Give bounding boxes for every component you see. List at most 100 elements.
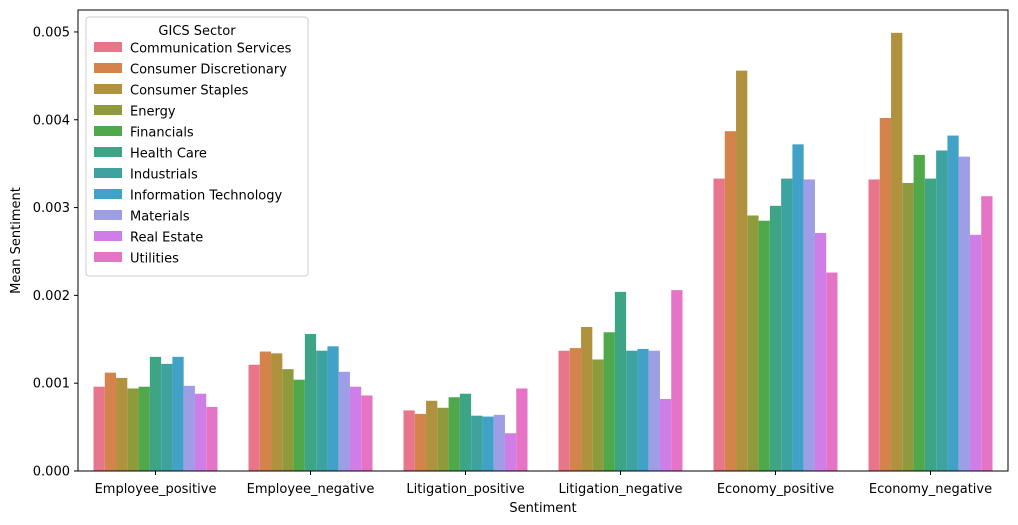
bar	[482, 416, 494, 471]
bar	[437, 407, 449, 471]
y-tick-label: 0.004	[33, 113, 70, 128]
bar	[172, 356, 184, 471]
bar	[426, 400, 438, 471]
bar	[104, 372, 117, 471]
bar	[414, 413, 427, 471]
bar	[958, 156, 970, 471]
bar	[626, 350, 638, 471]
bar	[659, 399, 672, 471]
bar	[504, 433, 517, 471]
legend-label: Consumer Discretionary	[130, 63, 287, 78]
bar	[747, 215, 759, 471]
bar	[713, 178, 725, 471]
bar	[826, 272, 838, 471]
legend-label: Materials	[130, 210, 190, 225]
bar	[769, 205, 782, 471]
plot-frame	[77, 9, 1009, 472]
y-tick-label: 0.005	[33, 25, 70, 40]
bar	[913, 154, 925, 471]
bar	[93, 386, 105, 471]
bar	[803, 179, 815, 471]
bar	[206, 406, 218, 471]
bar	[304, 334, 317, 471]
y-tick-label: 0.003	[33, 201, 70, 216]
x-axis-label: Sentiment	[509, 501, 576, 516]
axes-layer: 0.000 0.001 0.002 0.003 0.004 0.005 Employee_p…	[33, 9, 1009, 497]
legend-swatch	[94, 147, 122, 157]
bar	[516, 388, 528, 471]
bar	[183, 385, 195, 471]
bar	[459, 393, 472, 471]
bar	[648, 350, 660, 471]
bar	[194, 393, 207, 471]
bar	[603, 332, 615, 471]
bar	[149, 356, 162, 471]
bar	[271, 353, 283, 471]
x-tick-label: Economy_negative	[869, 482, 992, 497]
bar	[259, 351, 272, 471]
bar	[361, 395, 373, 471]
bar	[127, 388, 139, 471]
bar	[116, 377, 128, 471]
legend-swatch	[94, 63, 122, 73]
bar	[316, 350, 328, 471]
legend-swatch	[94, 252, 122, 262]
legend-label: Industrials	[130, 168, 198, 183]
legend-frame	[85, 16, 309, 277]
legend-label: Utilities	[130, 252, 179, 267]
bar	[947, 135, 959, 471]
bar	[161, 363, 173, 471]
legend-label: Communication Services	[130, 42, 292, 57]
bar	[493, 414, 505, 471]
x-tick-label: Employee_positive	[95, 482, 217, 497]
bar	[792, 144, 804, 471]
bar	[981, 196, 993, 471]
legend-swatch	[94, 126, 122, 136]
legend-label: Information Technology	[130, 189, 283, 204]
bar	[781, 178, 793, 471]
y-tick-label: 0.002	[33, 289, 70, 304]
x-tick-label: Economy_positive	[717, 482, 834, 497]
bar	[879, 118, 892, 471]
bar	[581, 326, 593, 471]
bar	[614, 291, 627, 471]
bar	[471, 415, 483, 471]
legend-label: Financials	[130, 126, 194, 141]
bar	[902, 182, 914, 472]
x-tick-label: Litigation_positive	[406, 482, 524, 497]
legend-swatch	[94, 42, 122, 52]
bar	[891, 32, 903, 471]
bar	[349, 386, 362, 471]
bar	[724, 131, 737, 471]
bar	[569, 348, 582, 471]
bar	[758, 220, 770, 471]
bar	[338, 371, 350, 471]
bar	[448, 397, 460, 471]
bar	[736, 70, 748, 471]
bar	[936, 150, 948, 471]
legend-label: Real Estate	[130, 231, 203, 246]
legend-title: GICS Sector	[158, 24, 236, 39]
bar	[814, 233, 827, 471]
bar	[671, 290, 683, 471]
legend-swatch	[94, 105, 122, 115]
legend-swatch	[94, 84, 122, 94]
y-axis-label: Mean Sentiment	[9, 187, 24, 294]
bar	[327, 346, 339, 471]
bar	[969, 234, 982, 471]
legend-label: Energy	[130, 105, 176, 120]
bar	[138, 386, 150, 471]
bar	[868, 179, 880, 471]
bars-layer	[93, 32, 993, 472]
legend-label: Health Care	[130, 147, 207, 162]
bar	[403, 410, 415, 471]
x-tick-label: Litigation_negative	[558, 482, 682, 497]
legend-swatch	[94, 168, 122, 178]
bar	[592, 359, 604, 471]
bar	[637, 348, 649, 471]
legend-swatch	[94, 189, 122, 199]
bar	[924, 178, 937, 471]
y-tick-label: 0.000	[33, 465, 70, 480]
legend: GICS Sector Communication Services Consum…	[85, 16, 309, 277]
